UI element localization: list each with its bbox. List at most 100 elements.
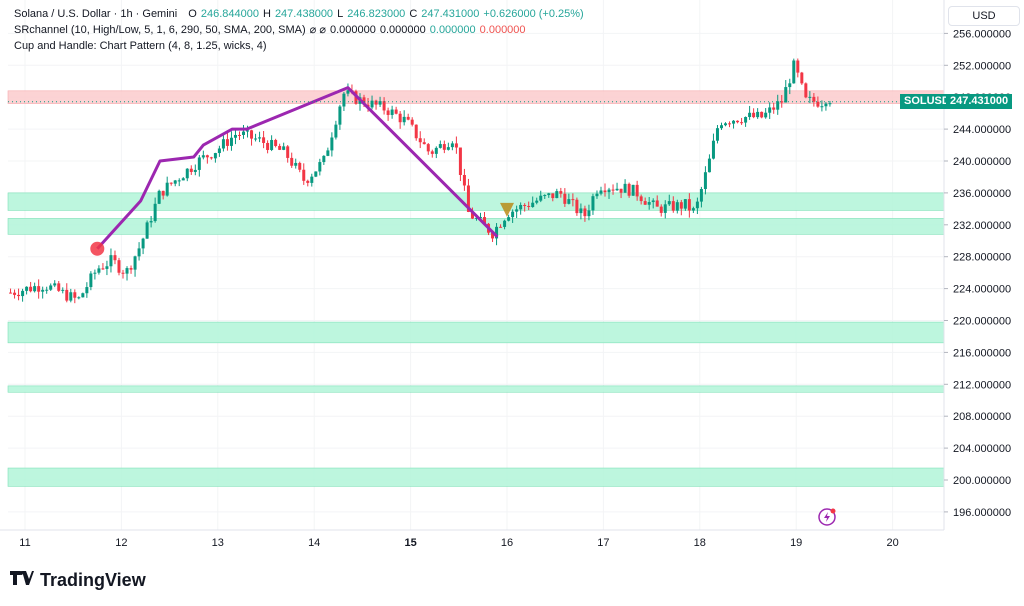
candle-body <box>736 120 740 123</box>
symbol-title[interactable]: Solana / U.S. Dollar · 1h · Gemini <box>14 8 178 20</box>
candle-body <box>547 193 551 196</box>
candle-body <box>711 140 715 159</box>
x-tick-label: 15 <box>404 537 416 549</box>
candle-body <box>69 292 73 301</box>
candle-body <box>157 190 161 204</box>
candle-body <box>567 199 571 204</box>
candle-body <box>828 103 832 105</box>
candle-body <box>246 130 250 132</box>
candle-body <box>414 124 418 139</box>
candle-body <box>169 182 173 184</box>
candle-body <box>342 93 346 107</box>
candle-body <box>491 232 495 239</box>
candle-body <box>808 96 812 98</box>
candle-body <box>262 137 266 143</box>
candle-body <box>17 294 21 297</box>
srchannel-name[interactable]: SRchannel (10, High/Low, 5, 1, 6, 290, 5… <box>14 24 306 36</box>
candle-body <box>153 203 157 222</box>
srchannel-value-green: 0.000000 <box>429 24 476 36</box>
candle-body <box>804 83 808 98</box>
y-tick-label: 196.000000 <box>953 507 1011 519</box>
candle-body <box>217 148 221 154</box>
candle-body <box>37 286 41 292</box>
candle-body <box>133 256 137 270</box>
candle-body <box>161 190 165 196</box>
candle-body <box>370 100 374 108</box>
candle-body <box>816 101 820 107</box>
candle-body <box>298 162 302 170</box>
candle-body <box>655 200 659 207</box>
candle-body <box>458 147 462 175</box>
candle-body <box>611 189 615 191</box>
candle-body <box>478 217 482 219</box>
candle-body <box>760 111 764 118</box>
candle-body <box>495 226 499 239</box>
axes: 256.000000252.000000248.000000244.000000… <box>0 0 1011 549</box>
candle-body <box>663 204 667 213</box>
candle-body <box>165 182 169 196</box>
candle-body <box>221 139 225 149</box>
candle-body <box>503 220 507 227</box>
candle-body <box>748 112 752 118</box>
candle-body <box>800 72 804 84</box>
last-price-tag: 247.431000 <box>946 94 1013 109</box>
candle-body <box>454 143 458 148</box>
legend-indicator-cup-handle[interactable]: Cup and Handle: Chart Pattern (4, 8, 1.2… <box>14 38 584 54</box>
candle-body <box>587 210 591 217</box>
handle-marker-icon <box>500 202 514 217</box>
candle-body <box>374 100 378 105</box>
y-tick-label: 240.000000 <box>953 156 1011 168</box>
candle-body <box>643 201 647 205</box>
cup-handle-name[interactable]: Cup and Handle: Chart Pattern (4, 8, 1.2… <box>14 40 267 52</box>
x-tick-label: 20 <box>886 537 898 549</box>
candle-body <box>466 185 470 212</box>
candle-body <box>768 107 772 113</box>
candle-body <box>322 155 326 163</box>
support-zone <box>7 192 945 211</box>
low-label: L <box>337 8 344 20</box>
y-tick-label: 228.000000 <box>953 252 1011 264</box>
y-tick-label: 232.000000 <box>953 220 1011 232</box>
candle-body <box>282 146 286 150</box>
tradingview-mark-icon <box>10 571 34 590</box>
candle-body <box>724 123 728 126</box>
currency-selector[interactable]: USD <box>948 6 1020 26</box>
candle-body <box>671 201 675 211</box>
candle-body <box>699 189 703 202</box>
candle-body <box>390 109 394 115</box>
candle-body <box>378 101 382 105</box>
candle-body <box>306 180 310 183</box>
candle-body <box>687 199 691 211</box>
candle-body <box>659 206 663 213</box>
candle-body <box>57 283 61 291</box>
candle-body <box>470 211 474 219</box>
candle-body <box>406 116 410 120</box>
x-tick-label: 17 <box>597 537 609 549</box>
open-value: 246.844000 <box>200 8 259 20</box>
candle-body <box>511 211 515 218</box>
candle-body <box>49 285 53 290</box>
candle-body <box>21 290 25 297</box>
candle-body <box>575 199 579 214</box>
candle-body <box>9 292 13 294</box>
candle-body <box>675 202 679 211</box>
candle-body <box>519 204 523 210</box>
candle-body <box>121 272 125 274</box>
candle-body <box>201 155 205 158</box>
x-tick-label: 12 <box>115 537 127 549</box>
candle-body <box>744 117 748 123</box>
candle-body <box>591 196 595 211</box>
candle-body <box>543 195 547 197</box>
candle-body <box>177 180 181 182</box>
tradingview-logo[interactable]: TradingView <box>10 570 146 591</box>
legend-symbol-row[interactable]: Solana / U.S. Dollar · 1h · Gemini O 246.… <box>14 6 584 22</box>
legend-indicator-srchannel[interactable]: SRchannel (10, High/Low, 5, 1, 6, 290, 5… <box>14 22 584 38</box>
gridlines <box>8 0 944 530</box>
y-tick-label: 212.000000 <box>953 379 1011 391</box>
candle-body <box>422 142 426 145</box>
candle-body <box>137 248 141 257</box>
candle-body <box>615 188 619 191</box>
close-label: C <box>409 8 418 20</box>
candle-body <box>53 283 57 286</box>
